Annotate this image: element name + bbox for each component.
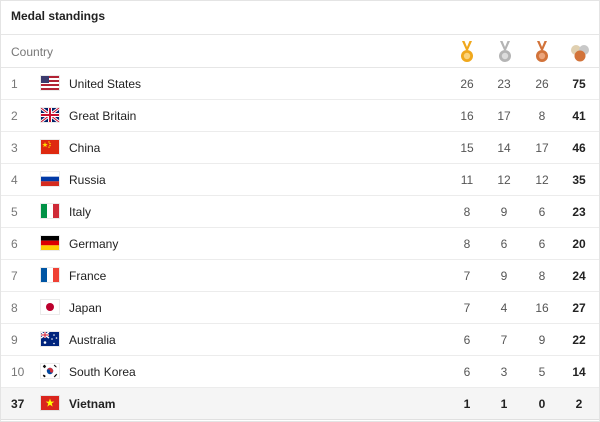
rank-cell: 4 (11, 173, 18, 187)
standings-table-body: 1 United States 26 23 26 75 2 Great Britain 16 17… (1, 68, 599, 420)
country-name: South Korea (69, 365, 136, 379)
rank-cell: 1 (11, 77, 18, 91)
bronze-count: 12 (535, 173, 549, 187)
it-flag-icon (41, 204, 59, 218)
gold-count: 26 (460, 77, 474, 91)
total-count: 22 (572, 333, 586, 347)
card-title: Medal standings (1, 1, 599, 35)
country-name: Great Britain (69, 109, 137, 123)
table-row[interactable]: 2 Great Britain 16 17 8 41 (1, 100, 599, 132)
rank-cell: 37 (11, 397, 25, 411)
total-count: 24 (572, 269, 586, 283)
bronze-count: 0 (538, 397, 546, 411)
bronze-count: 8 (538, 109, 546, 123)
gold-count: 8 (463, 237, 471, 251)
table-row[interactable]: 5 Italy 8 9 6 23 (1, 196, 599, 228)
silver-count: 3 (500, 365, 508, 379)
total-count: 2 (575, 397, 583, 411)
silver-medal-icon (499, 41, 511, 62)
total-count: 23 (572, 205, 586, 219)
total-count: 20 (572, 237, 586, 251)
country-name: France (69, 269, 107, 283)
rank-cell: 6 (11, 237, 18, 251)
country-name: Italy (69, 205, 92, 219)
gold-count: 1 (463, 397, 471, 411)
gold-count: 6 (463, 365, 471, 379)
bronze-count: 8 (538, 269, 546, 283)
gold-count: 16 (460, 109, 474, 123)
table-row[interactable]: 8 Japan 7 4 16 27 (1, 292, 599, 324)
silver-count: 12 (497, 173, 511, 187)
gold-count: 7 (463, 269, 471, 283)
silver-count: 1 (500, 397, 508, 411)
fr-flag-icon (41, 268, 59, 282)
rank-cell: 5 (11, 205, 18, 219)
au-flag-icon (41, 332, 59, 346)
rank-cell: 8 (11, 301, 18, 315)
rank-cell: 7 (11, 269, 18, 283)
rank-cell: 2 (11, 109, 18, 123)
gold-count: 8 (463, 205, 471, 219)
country-name: Germany (69, 237, 119, 251)
silver-count: 6 (500, 237, 508, 251)
bronze-medal-icon (536, 41, 548, 62)
highlighted-country-row[interactable]: 37 Vietnam 1 1 0 2 (1, 388, 599, 420)
table-row[interactable]: 4 Russia 11 12 12 35 (1, 164, 599, 196)
us-flag-icon (41, 76, 59, 90)
country-name: Australia (69, 333, 116, 347)
total-count: 14 (572, 365, 586, 379)
ru-flag-icon (41, 172, 59, 186)
rank-cell: 9 (11, 333, 18, 347)
silver-count: 9 (500, 269, 508, 283)
rank-cell: 3 (11, 141, 18, 155)
bronze-count: 26 (535, 77, 549, 91)
rank-cell: 10 (11, 365, 25, 379)
table-row[interactable]: 7 France 7 9 8 24 (1, 260, 599, 292)
bronze-count: 17 (535, 141, 549, 155)
silver-count: 17 (497, 109, 511, 123)
table-row[interactable]: 1 United States 26 23 26 75 (1, 68, 599, 100)
bronze-count: 6 (538, 237, 546, 251)
vn-flag-icon (41, 396, 59, 410)
bronze-count: 5 (538, 365, 546, 379)
bronze-count: 16 (535, 301, 549, 315)
country-name: China (69, 141, 101, 155)
gold-count: 15 (460, 141, 474, 155)
table-row[interactable]: 10 South Korea 6 3 5 14 (1, 356, 599, 388)
country-column-header: Country (11, 45, 54, 59)
country-name: Japan (69, 301, 102, 315)
gold-medal-icon (461, 41, 473, 62)
table-row[interactable]: 3 China 15 14 17 46 (1, 132, 599, 164)
total-count: 27 (572, 301, 586, 315)
silver-count: 4 (500, 301, 508, 315)
cn-flag-icon (41, 140, 59, 154)
bronze-count: 9 (538, 333, 546, 347)
table-row[interactable]: 9 Australia 6 7 9 22 (1, 324, 599, 356)
total-count: 41 (572, 109, 586, 123)
de-flag-icon (41, 236, 59, 250)
silver-count: 23 (497, 77, 511, 91)
gold-count: 6 (463, 333, 471, 347)
country-name: United States (69, 77, 142, 91)
country-name: Vietnam (69, 397, 116, 411)
silver-count: 14 (497, 141, 511, 155)
bronze-count: 6 (538, 205, 546, 219)
total-medals-icon (571, 45, 589, 62)
total-count: 75 (572, 77, 586, 91)
gb-flag-icon (41, 108, 59, 122)
silver-count: 9 (500, 205, 508, 219)
silver-count: 7 (500, 333, 508, 347)
gold-count: 11 (460, 173, 474, 187)
total-count: 46 (572, 141, 586, 155)
jp-flag-icon (41, 300, 59, 314)
country-name: Russia (69, 173, 106, 187)
total-count: 35 (572, 173, 586, 187)
table-header: Country (1, 35, 599, 68)
gold-count: 7 (463, 301, 471, 315)
kr-flag-icon (41, 364, 59, 378)
table-row[interactable]: 6 Germany 8 6 6 20 (1, 228, 599, 260)
